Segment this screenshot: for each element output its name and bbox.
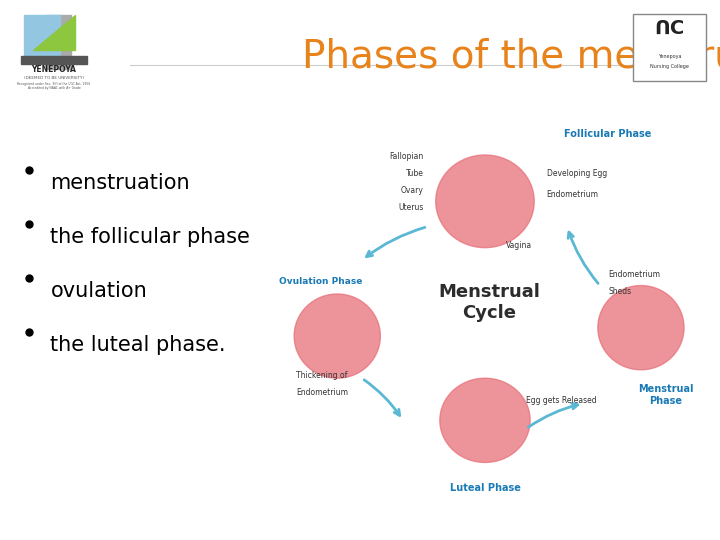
Text: Fallopian: Fallopian xyxy=(390,152,423,161)
Text: Uterus: Uterus xyxy=(398,202,423,212)
Text: Vagina: Vagina xyxy=(505,241,531,249)
Text: Menstrual
Phase: Menstrual Phase xyxy=(638,384,693,406)
Text: Endometrium: Endometrium xyxy=(608,270,660,279)
Text: Phases of the menstrual cycle: Phases of the menstrual cycle xyxy=(302,38,720,76)
Text: ovulation: ovulation xyxy=(50,281,147,301)
Text: menstruation: menstruation xyxy=(50,173,190,193)
FancyBboxPatch shape xyxy=(24,15,60,61)
Text: Thickening of: Thickening of xyxy=(296,371,348,380)
Text: Sheds: Sheds xyxy=(608,287,631,296)
FancyBboxPatch shape xyxy=(22,56,87,64)
Text: Endometrium: Endometrium xyxy=(546,190,598,199)
FancyBboxPatch shape xyxy=(45,15,71,69)
Text: the luteal phase.: the luteal phase. xyxy=(50,335,226,355)
Polygon shape xyxy=(33,15,75,50)
Text: Endometrium: Endometrium xyxy=(296,388,348,397)
Text: Tube: Tube xyxy=(405,169,423,178)
Text: Luteal Phase: Luteal Phase xyxy=(449,483,521,492)
Ellipse shape xyxy=(598,286,684,370)
Ellipse shape xyxy=(294,294,380,378)
Ellipse shape xyxy=(440,378,530,462)
Text: Accredited by NAAC with A+ Grade: Accredited by NAAC with A+ Grade xyxy=(27,86,81,90)
Text: Recognised under Sec. 3(f) of the UGC Act, 1956: Recognised under Sec. 3(f) of the UGC Ac… xyxy=(17,82,91,85)
Text: the follicular phase: the follicular phase xyxy=(50,227,251,247)
Text: YENEPOYA: YENEPOYA xyxy=(32,65,76,73)
Text: Ovulation Phase: Ovulation Phase xyxy=(279,277,362,286)
Text: (DEEMED TO BE UNIVERSITY): (DEEMED TO BE UNIVERSITY) xyxy=(24,76,84,80)
Text: Ovary: Ovary xyxy=(400,186,423,195)
FancyBboxPatch shape xyxy=(633,14,706,81)
Text: Yenepoya: Yenepoya xyxy=(658,54,681,59)
Text: Menstrual
Cycle: Menstrual Cycle xyxy=(438,283,540,322)
Text: Developing Egg: Developing Egg xyxy=(546,169,607,178)
Text: Nursing College: Nursing College xyxy=(650,64,689,69)
Text: Follicular Phase: Follicular Phase xyxy=(564,129,652,139)
Text: Egg gets Released: Egg gets Released xyxy=(526,396,597,406)
Ellipse shape xyxy=(436,155,534,248)
Text: ᑎC: ᑎC xyxy=(654,19,685,38)
